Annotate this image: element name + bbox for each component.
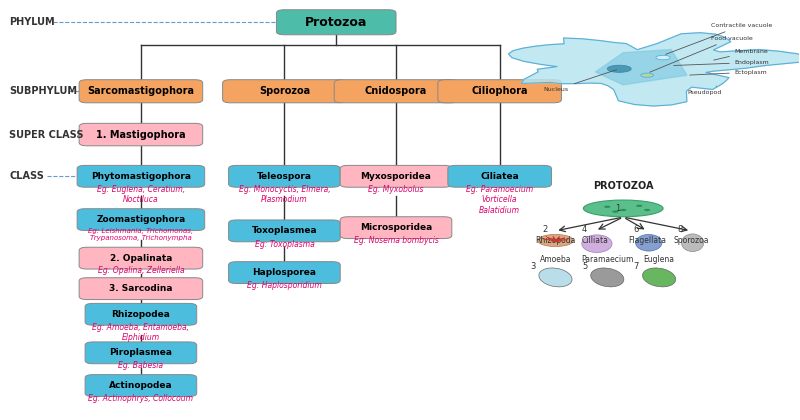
Text: Eg: Amoeba, Entamoeba,
Elphidium: Eg: Amoeba, Entamoeba, Elphidium — [93, 323, 190, 342]
FancyBboxPatch shape — [277, 10, 396, 35]
Text: Paramaecium: Paramaecium — [581, 255, 634, 264]
Ellipse shape — [636, 205, 642, 207]
FancyBboxPatch shape — [229, 262, 340, 284]
Text: Eg: Paramoecium
Vorticella
Balatidium: Eg: Paramoecium Vorticella Balatidium — [466, 185, 534, 215]
FancyBboxPatch shape — [448, 165, 551, 187]
Text: Flagellata: Flagellata — [628, 236, 666, 245]
Text: Ectoplasm: Ectoplasm — [690, 70, 767, 75]
Text: Rhizopodea: Rhizopodea — [111, 310, 170, 319]
Text: 1: 1 — [614, 204, 620, 213]
Text: Membrane: Membrane — [714, 49, 769, 60]
FancyBboxPatch shape — [222, 80, 346, 103]
Text: CLASS: CLASS — [10, 171, 44, 181]
Text: Ciliatea: Ciliatea — [480, 172, 519, 181]
Polygon shape — [509, 33, 800, 106]
Text: 6: 6 — [634, 225, 639, 234]
Text: Teleospora: Teleospora — [257, 172, 312, 181]
Ellipse shape — [583, 200, 663, 217]
Text: Eg: Haplosporidium: Eg: Haplosporidium — [247, 281, 322, 290]
Text: 1. Mastigophora: 1. Mastigophora — [96, 130, 186, 139]
Text: 2: 2 — [542, 225, 547, 234]
Text: Rhizopoda: Rhizopoda — [535, 236, 576, 245]
Text: Euglena: Euglena — [643, 255, 674, 264]
FancyBboxPatch shape — [79, 278, 202, 299]
Text: 4: 4 — [582, 225, 587, 234]
FancyBboxPatch shape — [85, 342, 197, 364]
Text: Eg: Leishmania, Trichomonas,
Trypanosoma, Trichonympha: Eg: Leishmania, Trichomonas, Trypanosoma… — [88, 228, 194, 241]
Text: Phytomastigophora: Phytomastigophora — [91, 172, 191, 181]
Text: Eg: Nosema bombycis: Eg: Nosema bombycis — [354, 236, 438, 245]
Text: 8: 8 — [678, 225, 683, 234]
FancyBboxPatch shape — [77, 165, 205, 187]
FancyBboxPatch shape — [77, 209, 205, 231]
Text: Eg: Monocyctis, Elmera,
Plasmodium: Eg: Monocyctis, Elmera, Plasmodium — [238, 185, 330, 205]
FancyBboxPatch shape — [334, 80, 458, 103]
FancyBboxPatch shape — [85, 303, 197, 325]
Text: Nucleus: Nucleus — [543, 70, 617, 92]
Ellipse shape — [656, 55, 670, 60]
FancyBboxPatch shape — [438, 80, 562, 103]
Text: Eg: Euglena, Ceratium,
Noctiluca: Eg: Euglena, Ceratium, Noctiluca — [97, 185, 185, 205]
Ellipse shape — [590, 268, 624, 287]
FancyBboxPatch shape — [85, 375, 197, 396]
Text: Pseudopod: Pseudopod — [687, 86, 722, 95]
Text: Eg: Toxoplasma: Eg: Toxoplasma — [254, 239, 314, 249]
Text: Zoomastigophora: Zoomastigophora — [96, 215, 186, 224]
Text: Toxoplasmea: Toxoplasmea — [251, 226, 318, 235]
Text: Sarcomastigophora: Sarcomastigophora — [87, 86, 194, 96]
Text: 5: 5 — [582, 262, 587, 270]
FancyBboxPatch shape — [229, 165, 340, 187]
Ellipse shape — [642, 268, 676, 287]
Text: SUBPHYLUM: SUBPHYLUM — [10, 86, 78, 96]
Text: Myxosporidea: Myxosporidea — [361, 172, 431, 181]
Ellipse shape — [635, 234, 662, 251]
Ellipse shape — [620, 209, 626, 211]
FancyBboxPatch shape — [340, 165, 452, 187]
Text: Haplosporea: Haplosporea — [253, 268, 317, 277]
Text: PHYLUM: PHYLUM — [10, 17, 55, 27]
Text: Food vacuole: Food vacuole — [650, 36, 753, 72]
Text: Eg: Opalina, Zelleriella: Eg: Opalina, Zelleriella — [98, 266, 184, 276]
Text: Ciliophora: Ciliophora — [471, 86, 528, 96]
Ellipse shape — [604, 206, 610, 208]
FancyBboxPatch shape — [79, 123, 202, 146]
FancyBboxPatch shape — [79, 80, 202, 103]
Text: Actinopodea: Actinopodea — [109, 381, 173, 390]
Ellipse shape — [644, 209, 650, 211]
Text: Protozoa: Protozoa — [305, 16, 367, 29]
Text: Eg: Babesia: Eg: Babesia — [118, 362, 163, 370]
Text: Sporozoa: Sporozoa — [674, 236, 709, 245]
Ellipse shape — [682, 234, 704, 252]
Ellipse shape — [582, 235, 612, 252]
Text: SUPER CLASS: SUPER CLASS — [10, 130, 84, 139]
Text: 3. Sarcodina: 3. Sarcodina — [109, 284, 173, 293]
Text: Amoeba: Amoeba — [540, 255, 571, 264]
FancyBboxPatch shape — [79, 247, 202, 269]
Text: Contractile vacuole: Contractile vacuole — [666, 23, 772, 54]
Text: Cilliata: Cilliata — [582, 236, 609, 245]
Ellipse shape — [607, 65, 631, 72]
Text: Eg: Myxobolus: Eg: Myxobolus — [368, 185, 424, 194]
Text: Piroplasmea: Piroplasmea — [110, 348, 173, 357]
Ellipse shape — [539, 268, 572, 287]
Text: Sporozoa: Sporozoa — [259, 86, 310, 96]
Text: 3: 3 — [530, 262, 535, 270]
Ellipse shape — [612, 210, 618, 213]
Text: 7: 7 — [634, 262, 639, 270]
Polygon shape — [595, 50, 687, 85]
Text: 2. Opalinata: 2. Opalinata — [110, 254, 172, 262]
FancyBboxPatch shape — [340, 217, 452, 239]
Text: Cnidospora: Cnidospora — [365, 86, 427, 96]
Text: Microsporidea: Microsporidea — [360, 223, 432, 232]
Ellipse shape — [641, 73, 654, 77]
Text: Endoplasm: Endoplasm — [674, 60, 770, 66]
Ellipse shape — [538, 234, 574, 247]
Text: Eg: Actinophrys, Collocoum: Eg: Actinophrys, Collocoum — [89, 394, 194, 403]
FancyBboxPatch shape — [229, 220, 340, 242]
Text: PROTOZOA: PROTOZOA — [593, 181, 654, 191]
